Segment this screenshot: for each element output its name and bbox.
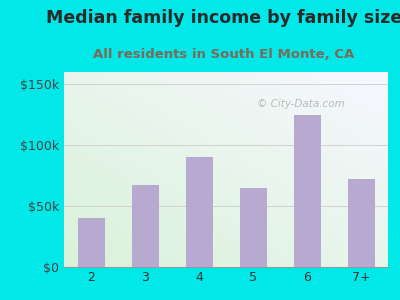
Text: Median family income by family size: Median family income by family size xyxy=(46,9,400,27)
Bar xyxy=(132,185,158,267)
Bar xyxy=(78,218,104,267)
Bar xyxy=(240,188,266,267)
Bar xyxy=(294,115,320,267)
Bar xyxy=(186,157,212,267)
Bar xyxy=(348,179,374,267)
Text: All residents in South El Monte, CA: All residents in South El Monte, CA xyxy=(93,48,355,61)
Text: © City-Data.com: © City-Data.com xyxy=(257,99,344,109)
